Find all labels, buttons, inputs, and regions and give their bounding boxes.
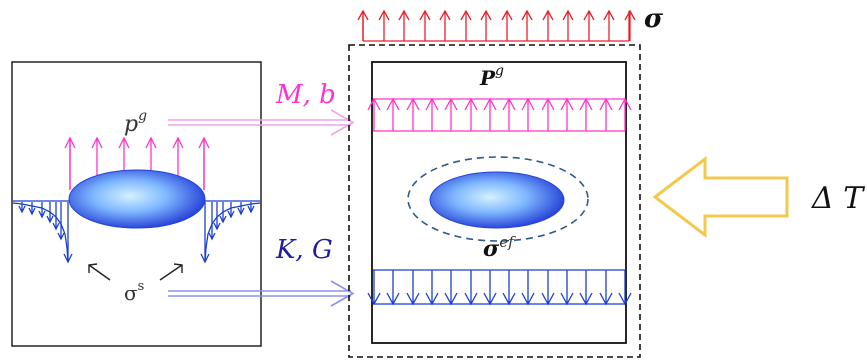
arrow-head <box>227 210 235 219</box>
label-sigma-ef: σef <box>483 233 516 262</box>
arrow-head <box>483 97 497 111</box>
thermal-load-arrow <box>652 155 789 239</box>
pointer-arrow-left <box>88 264 111 281</box>
arrow-head <box>63 253 73 264</box>
arrow-head <box>247 205 255 214</box>
arrow-head <box>91 136 103 149</box>
arrow-head <box>444 292 458 306</box>
arrow-head <box>599 292 613 306</box>
sigma-s-curve-left <box>12 202 69 263</box>
arrow-head <box>542 9 554 21</box>
arrow-head <box>521 9 533 21</box>
arrow-head <box>406 292 420 306</box>
arrow-head <box>64 136 76 149</box>
arrow-head <box>599 97 613 111</box>
arrow-head <box>52 222 60 231</box>
arrow-head <box>219 215 227 224</box>
arrow-head <box>406 97 420 111</box>
arrow-head <box>18 205 26 214</box>
arrow-head <box>560 97 574 111</box>
arrow-head <box>541 97 555 111</box>
arrow-head <box>502 97 516 111</box>
arrow-head <box>560 292 574 306</box>
pointer-arrowhead-left <box>88 263 98 273</box>
arrow-head <box>200 253 210 264</box>
arrow-head <box>502 292 516 306</box>
arrow-head <box>624 9 636 21</box>
arrow-head <box>398 9 410 21</box>
arrow-head <box>583 9 595 21</box>
arrow-head <box>460 9 472 21</box>
arrow-head <box>444 97 458 111</box>
inclusion-ellipse-left <box>68 169 206 229</box>
arrow-head <box>367 97 381 111</box>
arrow-head <box>464 97 478 111</box>
arrow-head <box>57 232 65 241</box>
arrow-head <box>237 207 245 216</box>
arrow-head <box>521 292 535 306</box>
arrow-head <box>425 292 439 306</box>
arrow-head <box>439 9 451 21</box>
arrow-head <box>579 292 593 306</box>
label-kg: K, G <box>275 235 333 265</box>
sigma-arrows <box>357 9 636 41</box>
arrow-head <box>378 9 390 21</box>
arrow-head <box>480 9 492 21</box>
label-mb: M, b <box>275 80 336 110</box>
arrow-head <box>213 222 221 231</box>
arrow-head <box>501 9 513 21</box>
arrow-head <box>208 232 216 241</box>
arrow-head <box>541 292 555 306</box>
kg-connector <box>168 280 355 307</box>
arrow-head <box>46 215 54 224</box>
mb-connector <box>168 109 355 136</box>
label-pg-left: pg <box>124 108 147 137</box>
arrow-head <box>579 97 593 111</box>
arrow-head <box>145 136 157 149</box>
arrow-head <box>419 9 431 21</box>
kg-band-arrows <box>367 270 632 306</box>
interface-dashed-ellipse <box>407 156 589 242</box>
sigma-s-curve-right <box>204 202 261 263</box>
arrow-head <box>172 136 184 149</box>
arrow-head <box>603 9 615 21</box>
inclusion-ellipse-right <box>429 171 565 229</box>
arrow-head <box>367 292 381 306</box>
pg-band-arrows <box>367 97 632 131</box>
pg-band <box>367 97 632 132</box>
arrow-head <box>386 97 400 111</box>
label-sigma: σ <box>644 4 664 34</box>
label-delta-t: Δ T <box>811 181 865 216</box>
arrow-head <box>618 292 632 306</box>
sigma-s-arrows <box>18 202 255 264</box>
arrow-head <box>618 97 632 111</box>
arrow-head <box>425 97 439 111</box>
arrow-head <box>118 136 130 149</box>
arrow-head <box>386 292 400 306</box>
arrow-head <box>521 97 535 111</box>
pointer-arrow-right <box>159 264 183 281</box>
pointer-arrowhead-right <box>173 263 183 273</box>
kg-band <box>367 269 632 306</box>
arrow-head <box>562 9 574 21</box>
arrow-head <box>483 292 497 306</box>
arrow-head <box>464 292 478 306</box>
arrow-head <box>198 136 210 149</box>
sigma-load <box>357 9 636 42</box>
arrow-head <box>357 9 369 21</box>
label-pg-right: Pg <box>479 63 504 90</box>
left-panel: pg σs <box>11 61 262 347</box>
label-sigma-s: σs <box>124 279 144 305</box>
rve-dashed-boundary <box>348 44 641 358</box>
arrow-head <box>38 210 46 219</box>
arrow-head <box>28 207 36 216</box>
